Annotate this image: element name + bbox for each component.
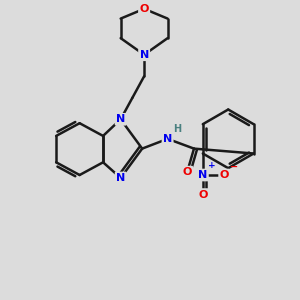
Text: N: N: [163, 134, 172, 144]
Text: N: N: [116, 114, 125, 124]
Text: O: O: [182, 167, 192, 177]
Text: O: O: [198, 190, 208, 200]
Text: H: H: [173, 124, 181, 134]
Text: N: N: [116, 173, 125, 183]
Text: O: O: [140, 4, 149, 14]
Text: N: N: [198, 170, 207, 180]
Text: −: −: [230, 162, 238, 172]
Text: O: O: [220, 170, 229, 180]
Text: N: N: [140, 50, 149, 60]
Text: +: +: [208, 161, 215, 170]
